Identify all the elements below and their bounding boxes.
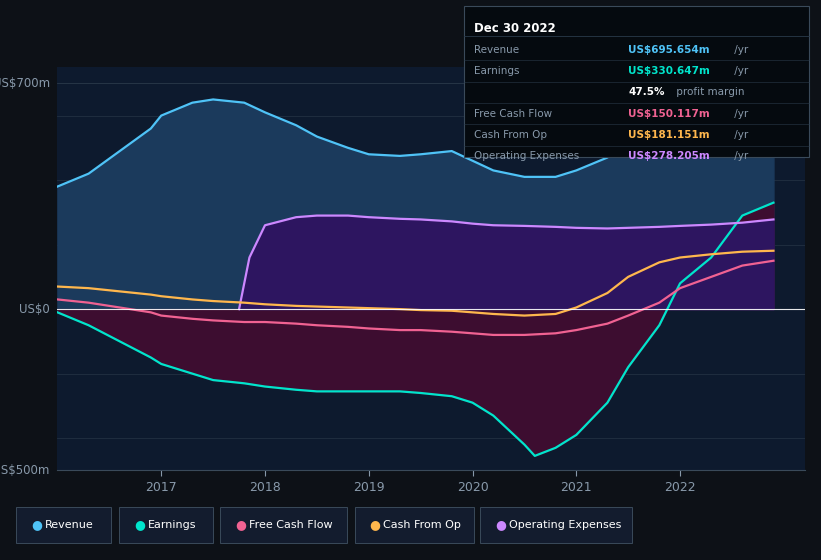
Text: Dec 30 2022: Dec 30 2022 xyxy=(474,22,556,35)
Text: Operating Expenses: Operating Expenses xyxy=(474,151,579,161)
Text: US$278.205m: US$278.205m xyxy=(628,151,710,161)
Text: Cash From Op: Cash From Op xyxy=(383,520,461,530)
Text: Earnings: Earnings xyxy=(148,520,196,530)
Text: Cash From Op: Cash From Op xyxy=(474,130,547,140)
Text: /yr: /yr xyxy=(731,109,748,119)
Text: Operating Expenses: Operating Expenses xyxy=(509,520,621,530)
Text: ●: ● xyxy=(495,519,506,531)
Text: profit margin: profit margin xyxy=(673,87,745,97)
Text: Revenue: Revenue xyxy=(474,45,519,55)
Text: /yr: /yr xyxy=(731,66,748,76)
Text: /yr: /yr xyxy=(731,130,748,140)
Text: US$0: US$0 xyxy=(19,302,50,316)
Text: Earnings: Earnings xyxy=(474,66,519,76)
Text: US$181.151m: US$181.151m xyxy=(628,130,709,140)
Text: /yr: /yr xyxy=(731,151,748,161)
Text: ●: ● xyxy=(134,519,144,531)
Text: Free Cash Flow: Free Cash Flow xyxy=(474,109,552,119)
Text: Revenue: Revenue xyxy=(45,520,94,530)
Text: ●: ● xyxy=(235,519,245,531)
Text: US$150.117m: US$150.117m xyxy=(628,109,710,119)
Text: /yr: /yr xyxy=(731,45,748,55)
Text: Free Cash Flow: Free Cash Flow xyxy=(249,520,333,530)
Text: ●: ● xyxy=(369,519,380,531)
Text: US$330.647m: US$330.647m xyxy=(628,66,710,76)
Text: US$700m: US$700m xyxy=(0,77,50,90)
Text: -US$500m: -US$500m xyxy=(0,464,50,477)
Text: 47.5%: 47.5% xyxy=(628,87,664,97)
Text: ●: ● xyxy=(31,519,42,531)
Text: US$695.654m: US$695.654m xyxy=(628,45,709,55)
